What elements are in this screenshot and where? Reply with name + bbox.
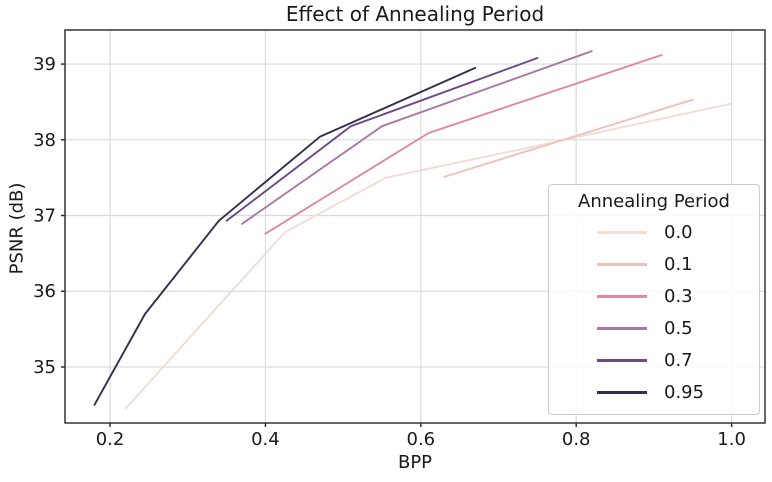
- series-line-0.7: [225, 57, 539, 222]
- legend-swatch: [597, 262, 647, 266]
- series-line-0.0: [124, 102, 733, 410]
- legend-label: 0.1: [664, 253, 693, 275]
- chart-title: Effect of Annealing Period: [285, 2, 545, 26]
- series-line-0.1: [443, 98, 694, 178]
- y-tick-label: 39: [33, 54, 56, 75]
- legend-item-0.95: 0.95: [549, 376, 759, 408]
- x-tick-label: 0.6: [407, 429, 436, 450]
- legend-swatch: [597, 390, 647, 394]
- legend-item-0.5: 0.5: [549, 312, 759, 344]
- legend-swatch: [597, 358, 647, 362]
- legend-label: 0.7: [664, 349, 693, 371]
- y-axis-label: PSNR (dB): [6, 182, 28, 275]
- legend-label: 0.95: [664, 381, 705, 403]
- series-line-0.95: [93, 66, 477, 406]
- legend: Annealing Period 0.0 0.1 0.3 0.5 0.7 0.95: [548, 184, 760, 415]
- x-tick-label: 0.8: [562, 429, 591, 450]
- series-line-0.5: [241, 50, 593, 225]
- legend-label: 0.5: [664, 317, 693, 339]
- legend-item-0.1: 0.1: [549, 248, 759, 280]
- x-tick-label: 0.4: [251, 429, 280, 450]
- series-line-0.3: [264, 54, 663, 235]
- y-tick-label: 35: [33, 357, 56, 378]
- legend-swatch: [597, 326, 647, 330]
- legend-swatch: [597, 230, 647, 234]
- legend-swatch: [597, 294, 647, 298]
- x-axis-label: BPP: [397, 452, 433, 473]
- legend-title: Annealing Period: [578, 191, 730, 212]
- legend-item-0.3: 0.3: [549, 280, 759, 312]
- x-tick-label: 0.2: [96, 429, 125, 450]
- legend-items: 0.0 0.1 0.3 0.5 0.7 0.95: [549, 216, 759, 408]
- legend-item-0.0: 0.0: [549, 216, 759, 248]
- x-tick-label: 1.0: [717, 429, 746, 450]
- y-tick-label: 38: [33, 130, 56, 151]
- legend-label: 0.3: [664, 285, 693, 307]
- y-tick-label: 36: [33, 281, 56, 302]
- axes-spines: [64, 29, 766, 424]
- y-tick-label: 37: [33, 206, 56, 227]
- legend-item-0.7: 0.7: [549, 344, 759, 376]
- legend-label: 0.0: [664, 221, 693, 243]
